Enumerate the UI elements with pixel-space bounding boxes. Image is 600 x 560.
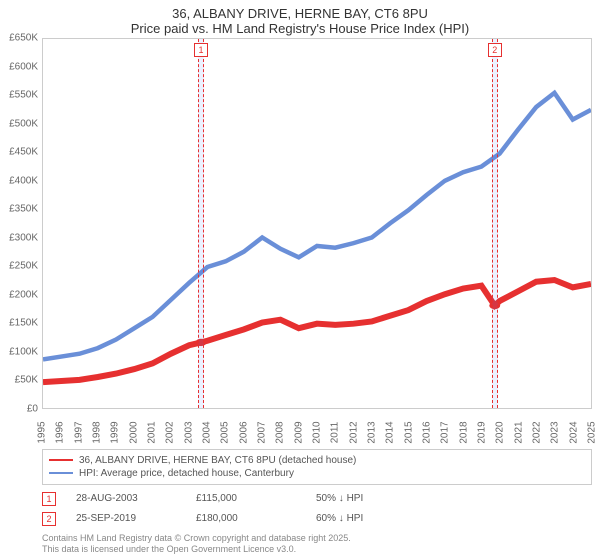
sales-row-date: 25-SEP-2019	[76, 513, 176, 524]
x-tick-label: 1998	[92, 421, 103, 443]
sales-row-delta: 60% ↓ HPI	[316, 513, 363, 524]
x-tick-label: 2021	[513, 421, 524, 443]
sales-row-date: 28-AUG-2003	[76, 493, 176, 504]
legend-row: HPI: Average price, detached house, Cant…	[49, 467, 585, 480]
legend-label: HPI: Average price, detached house, Cant…	[79, 468, 294, 479]
y-tick-label: £150K	[9, 318, 38, 329]
attribution: Contains HM Land Registry data © Crown c…	[42, 533, 592, 556]
y-tick-label: £550K	[9, 90, 38, 101]
y-tick-label: £300K	[9, 232, 38, 243]
y-tick-label: £350K	[9, 204, 38, 215]
y-tick-label: £100K	[9, 346, 38, 357]
line-chart-svg	[43, 39, 591, 408]
x-tick-label: 2007	[257, 421, 268, 443]
sale-band	[492, 39, 498, 408]
x-tick-label: 2023	[550, 421, 561, 443]
y-tick-label: £0	[27, 403, 38, 414]
y-tick-label: £50K	[15, 375, 38, 386]
x-tick-label: 2014	[385, 421, 396, 443]
x-tick-label: 1999	[110, 421, 121, 443]
sales-table: 1 28-AUG-2003 £115,000 50% ↓ HPI 2 25-SEP-201…	[42, 489, 592, 529]
plot-region: 12	[42, 38, 592, 409]
title-line-1: 36, ALBANY DRIVE, HERNE BAY, CT6 8PU	[4, 6, 596, 21]
chart-title-block: 36, ALBANY DRIVE, HERNE BAY, CT6 8PU Pri…	[0, 0, 600, 38]
y-axis: £0£50K£100K£150K£200K£250K£300K£350K£400…	[0, 38, 42, 409]
title-line-2: Price paid vs. HM Land Registry's House …	[4, 21, 596, 36]
sale-band	[198, 39, 204, 408]
x-tick-label: 2009	[293, 421, 304, 443]
x-tick-label: 1996	[55, 421, 66, 443]
attribution-line-1: Contains HM Land Registry data © Crown c…	[42, 533, 592, 545]
sales-row-delta: 50% ↓ HPI	[316, 493, 363, 504]
x-tick-label: 2017	[440, 421, 451, 443]
y-tick-label: £600K	[9, 61, 38, 72]
x-tick-label: 2005	[220, 421, 231, 443]
x-tick-label: 2001	[147, 421, 158, 443]
x-tick-label: 2008	[275, 421, 286, 443]
y-tick-label: £200K	[9, 289, 38, 300]
x-tick-label: 2018	[458, 421, 469, 443]
x-tick-label: 2019	[477, 421, 488, 443]
sales-row-marker: 1	[42, 492, 56, 506]
y-tick-label: £450K	[9, 147, 38, 158]
legend-box: 36, ALBANY DRIVE, HERNE BAY, CT6 8PU (de…	[42, 449, 592, 485]
x-tick-label: 2004	[202, 421, 213, 443]
x-tick-label: 2002	[165, 421, 176, 443]
sales-row-marker: 2	[42, 512, 56, 526]
x-tick-label: 1997	[73, 421, 84, 443]
x-tick-label: 2022	[532, 421, 543, 443]
chart-area: £0 £50K £100K £150K £200K £250K £300K £350K £400…	[0, 38, 600, 445]
x-tick-label: 2010	[312, 421, 323, 443]
x-tick-label: 2006	[238, 421, 249, 443]
legend-swatch	[49, 472, 73, 474]
y-tick-label: £250K	[9, 261, 38, 272]
x-tick-label: 2015	[403, 421, 414, 443]
x-axis: 1995199619971998199920002001200220032004…	[42, 409, 592, 445]
legend-row: 36, ALBANY DRIVE, HERNE BAY, CT6 8PU (de…	[49, 454, 585, 467]
y-tick-label: £400K	[9, 175, 38, 186]
sales-row: 1 28-AUG-2003 £115,000 50% ↓ HPI	[42, 489, 592, 509]
sales-row-price: £180,000	[196, 513, 296, 524]
x-tick-label: 2016	[422, 421, 433, 443]
x-tick-label: 2012	[348, 421, 359, 443]
sale-marker-1: 1	[194, 43, 208, 57]
x-tick-label: 2020	[495, 421, 506, 443]
legend-swatch	[49, 459, 73, 461]
x-tick-label: 2025	[587, 421, 598, 443]
x-tick-label: 2024	[568, 421, 579, 443]
property-line	[43, 280, 591, 382]
sales-row: 2 25-SEP-2019 £180,000 60% ↓ HPI	[42, 509, 592, 529]
y-tick-label: £500K	[9, 118, 38, 129]
x-tick-label: 2013	[367, 421, 378, 443]
x-tick-label: 1995	[37, 421, 48, 443]
sale-marker-2: 2	[488, 43, 502, 57]
x-tick-label: 2011	[330, 421, 341, 443]
attribution-line-2: This data is licensed under the Open Gov…	[42, 544, 592, 556]
hpi-line	[43, 93, 591, 360]
y-tick-label: £650K	[9, 33, 38, 44]
x-tick-label: 2003	[183, 421, 194, 443]
legend-label: 36, ALBANY DRIVE, HERNE BAY, CT6 8PU (de…	[79, 455, 356, 466]
x-tick-label: 2000	[128, 421, 139, 443]
sales-row-price: £115,000	[196, 493, 296, 504]
